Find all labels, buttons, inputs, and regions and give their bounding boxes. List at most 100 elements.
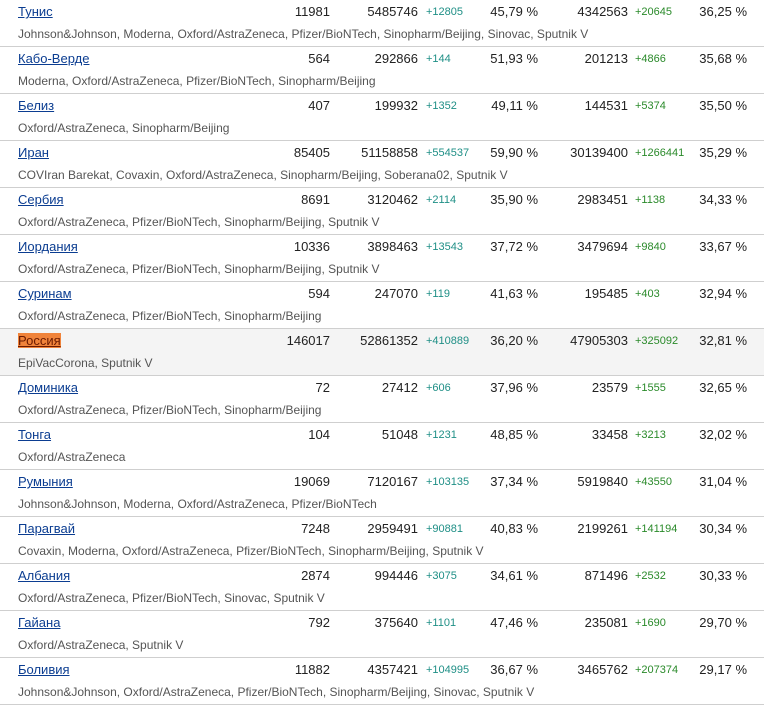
vaccines-list: Covaxin, Moderna, Oxford/AstraZeneca, Pf… <box>18 544 484 558</box>
table-row: Тонга 104 51048 +1231 48,85 % 33458 +321… <box>0 423 764 470</box>
doses-increase-cell: +1352 <box>426 100 457 112</box>
fully-vaccinated-cell: 33458 <box>591 427 628 442</box>
table-row: Гайана 792 375640 +1101 47,46 % 235081 +… <box>0 611 764 658</box>
table-row: Албания 2874 994446 +3075 34,61 % 871496… <box>0 564 764 611</box>
population-cell: 792 <box>308 615 330 630</box>
fully-increase-cell: +403 <box>635 288 660 300</box>
fully-vaccinated-cell: 195485 <box>584 286 628 301</box>
doses-increase-cell: +2114 <box>426 194 457 206</box>
fully-vaccinated-cell: 47905303 <box>570 333 628 348</box>
doses-cell: 3898463 <box>367 239 418 254</box>
population-cell: 146017 <box>286 333 330 348</box>
vaccines-list: Moderna, Oxford/AstraZeneca, Pfizer/BioN… <box>18 74 376 88</box>
population-cell: 2874 <box>301 568 330 583</box>
country-link[interactable]: Парагвай <box>18 521 76 536</box>
country-link[interactable]: Иордания <box>18 239 78 254</box>
doses-cell: 2959491 <box>367 521 418 536</box>
doses-percent-cell: 51,93 % <box>490 51 538 66</box>
doses-cell: 7120167 <box>367 474 418 489</box>
population-cell: 7248 <box>301 521 330 536</box>
vaccines-list: Oxford/AstraZeneca <box>18 450 126 464</box>
doses-cell: 199932 <box>374 98 418 113</box>
vaccines-list: Oxford/AstraZeneca, Pfizer/BioNTech, Sin… <box>18 262 380 276</box>
vaccination-table: Тунис 11981 5485746 +12805 45,79 % 43425… <box>0 0 764 705</box>
doses-increase-cell: +1231 <box>426 429 457 441</box>
fully-vaccinated-cell: 3465762 <box>577 662 628 677</box>
doses-percent-cell: 36,67 % <box>490 662 538 677</box>
vaccines-list: Oxford/AstraZeneca, Sputnik V <box>18 638 184 652</box>
fully-vaccinated-cell: 201213 <box>584 51 628 66</box>
doses-increase-cell: +410889 <box>426 335 470 347</box>
fully-percent-cell: 32,81 % <box>699 333 747 348</box>
fully-percent-cell: 30,33 % <box>699 568 747 583</box>
fully-percent-cell: 35,68 % <box>699 51 747 66</box>
country-link[interactable]: Россия <box>18 333 61 348</box>
doses-percent-cell: 40,83 % <box>490 521 538 536</box>
country-link[interactable]: Гайана <box>18 615 61 630</box>
fully-percent-cell: 35,29 % <box>699 145 747 160</box>
population-cell: 11882 <box>294 662 330 677</box>
population-cell: 10336 <box>293 239 330 254</box>
doses-percent-cell: 45,79 % <box>490 4 538 19</box>
table-row: Боливия 11882 4357421 +104995 36,67 % 34… <box>0 658 764 705</box>
country-link[interactable]: Румыния <box>18 474 73 489</box>
fully-percent-cell: 30,34 % <box>699 521 747 536</box>
doses-percent-cell: 49,11 % <box>491 98 538 113</box>
doses-cell: 27412 <box>381 380 418 395</box>
population-cell: 407 <box>308 98 330 113</box>
fully-vaccinated-cell: 235081 <box>584 615 628 630</box>
fully-increase-cell: +1690 <box>635 617 666 629</box>
population-cell: 85405 <box>293 145 330 160</box>
country-link[interactable]: Тонга <box>18 427 52 442</box>
fully-increase-cell: +43550 <box>635 476 673 488</box>
table-row: Россия 146017 52861352 +410889 36,20 % 4… <box>0 329 764 376</box>
country-link[interactable]: Сербия <box>18 192 64 207</box>
doses-cell: 5485746 <box>367 4 418 19</box>
vaccines-list: Johnson&Johnson, Moderna, Oxford/AstraZe… <box>18 27 589 41</box>
fully-percent-cell: 29,70 % <box>699 615 747 630</box>
fully-percent-cell: 36,25 % <box>699 4 747 19</box>
table-row: Сербия 8691 3120462 +2114 35,90 % 298345… <box>0 188 764 235</box>
doses-percent-cell: 37,72 % <box>490 239 538 254</box>
doses-increase-cell: +13543 <box>426 241 464 253</box>
fully-increase-cell: +2532 <box>635 570 666 582</box>
country-link[interactable]: Иран <box>18 145 49 160</box>
doses-increase-cell: +119 <box>426 288 450 300</box>
population-cell: 594 <box>308 286 330 301</box>
country-link[interactable]: Белиз <box>18 98 55 113</box>
fully-vaccinated-cell: 30139400 <box>570 145 628 160</box>
doses-cell: 247070 <box>374 286 418 301</box>
doses-percent-cell: 36,20 % <box>490 333 538 348</box>
population-cell: 72 <box>315 380 330 395</box>
doses-percent-cell: 47,46 % <box>490 615 538 630</box>
table-row: Кабо-Верде 564 292866 +144 51,93 % 20121… <box>0 47 764 94</box>
population-cell: 19069 <box>293 474 330 489</box>
country-link[interactable]: Албания <box>18 568 71 583</box>
vaccines-list: Oxford/AstraZeneca, Pfizer/BioNTech, Sin… <box>18 215 380 229</box>
country-link[interactable]: Боливия <box>18 662 70 677</box>
fully-vaccinated-cell: 871496 <box>584 568 628 583</box>
table-row: Иран 85405 51158858 +554537 59,90 % 3013… <box>0 141 764 188</box>
fully-percent-cell: 29,17 % <box>699 662 747 677</box>
vaccines-list: COVIran Barekat, Covaxin, Oxford/AstraZe… <box>18 168 508 182</box>
table-row: Тунис 11981 5485746 +12805 45,79 % 43425… <box>0 0 764 47</box>
country-link[interactable]: Тунис <box>18 4 53 19</box>
doses-cell: 51048 <box>381 427 418 442</box>
country-link[interactable]: Кабо-Верде <box>18 51 90 66</box>
doses-increase-cell: +606 <box>426 382 451 394</box>
fully-vaccinated-cell: 144531 <box>584 98 628 113</box>
country-link[interactable]: Доминика <box>18 380 79 395</box>
fully-vaccinated-cell: 2199261 <box>577 521 628 536</box>
population-cell: 11981 <box>294 4 330 19</box>
country-link[interactable]: Суринам <box>18 286 72 301</box>
population-cell: 104 <box>308 427 330 442</box>
fully-increase-cell: +325092 <box>635 335 679 347</box>
doses-increase-cell: +3075 <box>426 570 457 582</box>
vaccines-list: Oxford/AstraZeneca, Pfizer/BioNTech, Sin… <box>18 403 322 417</box>
table-row: Белиз 407 199932 +1352 49,11 % 144531 +5… <box>0 94 764 141</box>
doses-cell: 292866 <box>374 51 418 66</box>
doses-cell: 51158858 <box>361 145 418 160</box>
fully-percent-cell: 32,02 % <box>699 427 747 442</box>
table-row: Иордания 10336 3898463 +13543 37,72 % 34… <box>0 235 764 282</box>
fully-percent-cell: 35,50 % <box>699 98 747 113</box>
